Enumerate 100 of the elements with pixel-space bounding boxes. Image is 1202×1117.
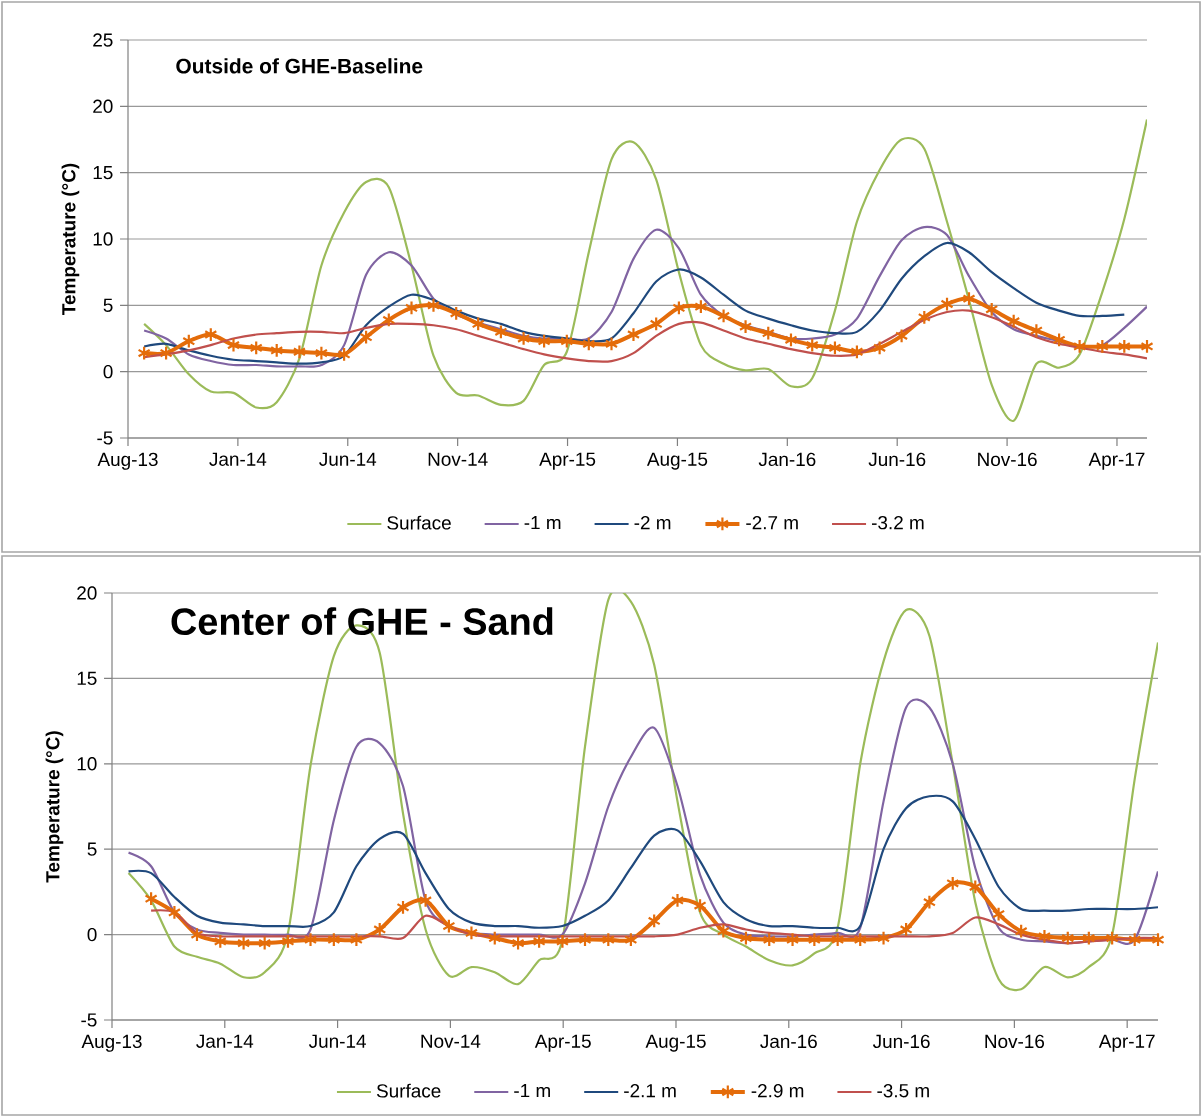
point <box>670 892 685 908</box>
point <box>190 927 204 943</box>
line-series <box>143 118 1148 422</box>
point <box>226 337 241 353</box>
text: Outside of GHE-Baseline <box>176 58 423 74</box>
point <box>314 345 329 361</box>
point <box>762 932 776 948</box>
point <box>144 891 158 907</box>
point <box>1029 323 1044 339</box>
point <box>494 324 508 340</box>
point <box>716 308 731 324</box>
point <box>672 300 686 316</box>
y-tick-label: 0 <box>103 364 113 379</box>
point <box>739 930 753 946</box>
x-tick-label: Nov-14 <box>421 1034 481 1048</box>
y-tick-label: -5 <box>97 431 113 445</box>
point <box>137 345 151 361</box>
point <box>922 894 937 910</box>
point <box>292 344 307 360</box>
y-tick-label: 15 <box>77 671 97 686</box>
point <box>511 935 525 951</box>
y-tick-label: 10 <box>77 757 97 771</box>
y-tick-label: 0 <box>87 927 97 942</box>
legend-label: -1 m <box>524 516 561 530</box>
point <box>488 930 502 946</box>
y-tick-label: 25 <box>93 33 113 47</box>
point <box>236 935 251 951</box>
line-series <box>143 309 1148 363</box>
x-tick-label: Aug-13 <box>97 452 158 470</box>
x-tick-label: Jan-16 <box>760 1034 817 1049</box>
point <box>303 932 318 948</box>
point <box>946 875 960 891</box>
point <box>828 340 842 356</box>
x-tick-label: Apr-17 <box>1098 1034 1155 1052</box>
point <box>1052 332 1066 348</box>
point <box>831 932 845 948</box>
y-tick-label: 20 <box>77 586 97 600</box>
point <box>876 930 891 946</box>
x-tick-label: Apr-15 <box>534 1034 591 1052</box>
point <box>1037 928 1052 944</box>
point <box>471 316 485 332</box>
point <box>1072 338 1087 354</box>
point <box>604 336 619 352</box>
point <box>899 922 913 937</box>
point <box>418 892 433 908</box>
point <box>873 340 887 356</box>
y-tick-label: 10 <box>93 232 113 246</box>
legend-label: -1 m <box>514 1084 550 1098</box>
point <box>962 291 976 307</box>
point <box>182 333 196 349</box>
point <box>1151 932 1165 948</box>
point <box>213 933 227 949</box>
point <box>716 923 730 939</box>
point <box>249 340 263 356</box>
point <box>382 312 396 328</box>
x-tick-label: Jun-14 <box>308 1034 366 1048</box>
point <box>1014 923 1028 939</box>
point <box>807 932 821 948</box>
point <box>327 932 341 948</box>
point <box>1095 338 1109 354</box>
point <box>1082 930 1096 946</box>
legend-label: -3.2 m <box>871 515 924 530</box>
point <box>464 925 479 941</box>
x-tick-label: Jun-16 <box>868 452 926 467</box>
point <box>349 932 364 948</box>
point <box>985 301 999 317</box>
y-tick-label: -5 <box>81 1013 97 1027</box>
legend-label: -2.9 m <box>751 1083 804 1098</box>
x-tick-label: Aug-15 <box>646 452 708 470</box>
y-tick-label: 15 <box>93 166 113 180</box>
legend-label: -2.7 m <box>746 515 798 530</box>
point <box>738 319 753 335</box>
x-tick-label: Jan-14 <box>196 1034 254 1048</box>
point <box>850 344 864 360</box>
x-tick-label: Nov-16 <box>985 1034 1045 1049</box>
legend-label: -3.5 m <box>877 1083 929 1098</box>
y-tick-label: 20 <box>93 99 113 114</box>
point <box>624 932 638 948</box>
point <box>449 305 463 321</box>
point <box>917 309 931 325</box>
line-series <box>150 909 1159 945</box>
point <box>258 935 272 951</box>
point <box>1105 930 1119 946</box>
point <box>626 327 641 342</box>
point <box>404 300 419 316</box>
point <box>270 342 284 358</box>
point <box>940 296 954 312</box>
y-tick-label: 5 <box>103 298 113 312</box>
point <box>281 933 295 949</box>
y-axis-title: Temperature (°C) <box>61 163 80 315</box>
x-tick-label: Apr-17 <box>1088 452 1145 470</box>
point <box>532 933 546 949</box>
point <box>647 913 661 929</box>
x-tick-label: Jun-14 <box>319 452 377 466</box>
legend-label: -2.1 m <box>624 1083 676 1098</box>
point <box>805 337 819 353</box>
point <box>359 329 373 345</box>
point <box>159 345 173 361</box>
point <box>555 933 570 949</box>
point <box>1140 338 1154 354</box>
